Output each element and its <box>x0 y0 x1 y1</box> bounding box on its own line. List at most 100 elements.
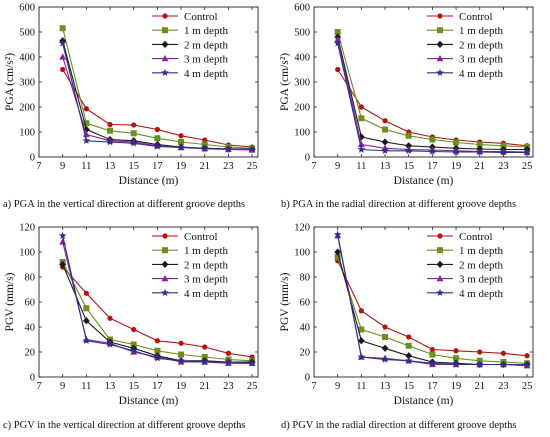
data-point <box>200 144 209 152</box>
x-tick-label: 21 <box>199 381 210 392</box>
legend-label: 4 m depth <box>459 288 503 300</box>
y-tick-label: 40 <box>300 323 311 334</box>
data-point <box>129 139 138 147</box>
data-point <box>224 358 233 366</box>
x-tick-label: 19 <box>176 161 187 172</box>
chart-pga-vertical: 0 100 200 300 400 500 600 7 9 11 13 15 17 19 21 23 25 Dis… <box>4 3 259 187</box>
legend-marker <box>436 275 444 282</box>
y-axis-label: PGV (mm/s) <box>4 272 16 331</box>
y-tick-label: 600 <box>19 3 35 14</box>
y-tick-label: 100 <box>294 248 310 259</box>
x-tick-label: 15 <box>403 161 414 172</box>
legend-label: Control <box>459 231 493 243</box>
legend-label: 3 m depth <box>459 274 503 286</box>
x-tick-label: 9 <box>335 161 340 172</box>
data-point <box>83 290 89 296</box>
x-tick-label: 17 <box>427 381 438 392</box>
data-point <box>524 353 530 359</box>
legend-entry: 3 m depth <box>152 274 228 286</box>
series-0 <box>60 264 255 360</box>
y-axis-label: PGA (cm/s²) <box>279 53 291 111</box>
x-tick-label: 9 <box>335 381 340 392</box>
data-point <box>358 308 364 314</box>
legend-marker <box>162 13 168 19</box>
legend-label: 2 m depth <box>459 39 503 51</box>
x-tick-label: 13 <box>380 381 391 392</box>
caption-a: a) PGA in the vertical direction at diff… <box>3 199 246 210</box>
legend-entry: 1 m depth <box>427 25 503 37</box>
data-point <box>405 342 412 349</box>
legend-entry: Control <box>152 11 218 23</box>
data-point <box>381 344 389 352</box>
legend-marker <box>162 247 168 254</box>
series-4 <box>333 230 531 368</box>
data-point <box>177 356 185 364</box>
data-point <box>334 35 342 43</box>
legend-entry: 1 m depth <box>152 25 228 37</box>
legend-label: 1 m depth <box>459 25 503 37</box>
data-point <box>357 145 366 153</box>
y-tick-label: 0 <box>305 373 310 384</box>
legend-entry: 3 m depth <box>427 54 503 66</box>
legend-marker <box>437 13 443 19</box>
x-tick-label: 7 <box>311 161 316 172</box>
x-tick-label: 23 <box>498 161 509 172</box>
series-4 <box>58 39 256 153</box>
y-tick-label: 120 <box>19 223 35 234</box>
data-point <box>82 336 91 344</box>
data-point <box>452 148 460 156</box>
data-point <box>382 324 388 330</box>
y-tick-label: 40 <box>25 323 36 334</box>
data-point <box>153 354 162 362</box>
data-point <box>59 25 66 32</box>
data-point <box>58 39 67 47</box>
legend-entry: 4 m depth <box>152 68 228 80</box>
chart-pga-radial: 0 100 200 300 400 500 600 7 9 11 13 15 17 19 21 23 25 Dis… <box>279 3 534 187</box>
x-tick-label: 19 <box>176 381 187 392</box>
caption-b: b) PGA in the radial direction at differ… <box>281 199 517 210</box>
x-tick-label: 21 <box>474 161 485 172</box>
data-point <box>358 326 365 333</box>
x-tick-label: 17 <box>152 161 163 172</box>
x-tick-label: 23 <box>223 161 234 172</box>
data-point <box>177 143 185 151</box>
y-tick-label: 20 <box>300 348 311 359</box>
x-tick-label: 21 <box>474 381 485 392</box>
legend-entry: 1 m depth <box>427 245 503 257</box>
legend-marker <box>161 275 169 282</box>
x-tick-label: 7 <box>36 161 41 172</box>
y-tick-label: 200 <box>294 103 310 114</box>
x-tick-label: 23 <box>223 381 234 392</box>
x-tick-label: 19 <box>451 161 462 172</box>
data-point <box>333 39 342 47</box>
data-point <box>334 29 341 35</box>
y-axis-label: PGV (mm/s) <box>279 272 291 331</box>
caption-c: c) PGV in the vertical direction at diff… <box>3 420 246 431</box>
x-axis-label: Distance (m) <box>394 175 454 187</box>
legend-marker <box>161 260 169 268</box>
data-point <box>453 348 459 354</box>
y-tick-label: 100 <box>294 128 310 139</box>
legend-marker <box>436 40 444 48</box>
data-point <box>83 305 90 312</box>
data-point <box>452 360 460 368</box>
data-point <box>429 136 436 143</box>
data-point <box>58 231 67 239</box>
data-point <box>334 248 342 256</box>
y-tick-label: 20 <box>25 348 36 359</box>
data-point <box>59 260 67 269</box>
data-point <box>129 346 138 354</box>
legend-entry: Control <box>427 231 493 243</box>
y-tick-label: 0 <box>30 373 35 384</box>
x-tick-label: 23 <box>498 381 509 392</box>
data-point <box>154 126 160 133</box>
x-tick-label: 13 <box>105 161 116 172</box>
data-point <box>357 140 365 148</box>
data-point <box>499 148 508 156</box>
legend-marker <box>162 233 168 239</box>
data-point <box>225 350 232 356</box>
series-line <box>337 69 528 147</box>
chart-pgv-radial: 0 20 40 60 80 100 120 7 9 11 13 15 17 19 21 23 25 Distanc… <box>279 223 534 407</box>
data-point <box>59 53 67 60</box>
y-tick-label: 500 <box>19 28 35 39</box>
